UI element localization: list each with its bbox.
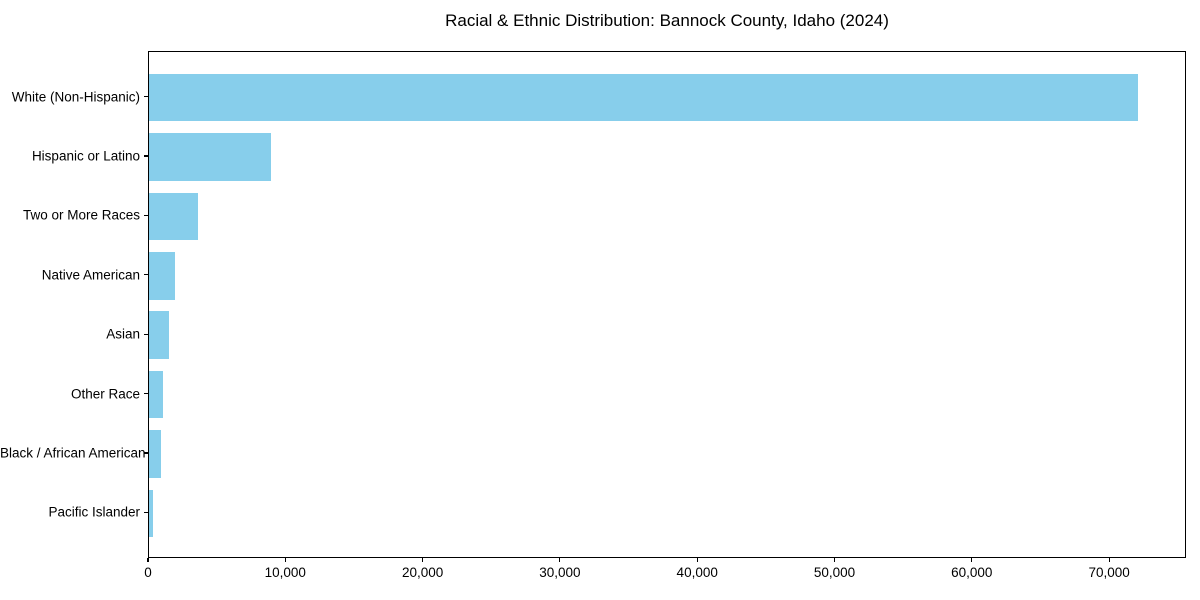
- y-tick-label: Asian: [106, 326, 140, 342]
- y-axis-tick: [144, 96, 148, 98]
- x-tick-label: 40,000: [676, 565, 718, 580]
- y-axis-tick: [144, 333, 148, 335]
- x-axis-tick: [422, 558, 424, 562]
- y-tick-label: Two or More Races: [22, 207, 140, 223]
- x-tick-label: 50,000: [813, 565, 856, 580]
- x-axis-tick: [284, 558, 286, 562]
- x-axis-tick: [696, 558, 698, 562]
- y-axis-tick: [144, 511, 148, 513]
- bar: [149, 252, 176, 300]
- x-tick-label: 10,000: [264, 565, 306, 580]
- y-axis-tick: [144, 214, 148, 217]
- bar: [149, 430, 162, 478]
- y-axis-tick: [144, 155, 148, 157]
- x-tick-label: 60,000: [951, 565, 993, 580]
- y-tick-label: Hispanic or Latino: [31, 148, 140, 164]
- chart-title: Racial & Ethnic Distribution: Bannock Co…: [445, 11, 889, 30]
- x-axis-tick: [833, 558, 836, 562]
- y-axis-tick: [144, 452, 148, 454]
- x-tick-label: 70,000: [1088, 565, 1130, 580]
- x-axis-tick: [1108, 558, 1110, 562]
- bar: [149, 370, 163, 419]
- bar: [149, 311, 169, 359]
- y-tick-label: White (Non-Hispanic): [11, 89, 140, 105]
- y-axis-tick: [144, 392, 148, 395]
- y-tick-label: Pacific Islander: [48, 504, 140, 520]
- bar: [149, 192, 199, 241]
- plot-area: [148, 51, 1186, 558]
- bar: [149, 489, 154, 538]
- bar: [149, 73, 1138, 122]
- x-axis-tick: [971, 558, 973, 562]
- y-axis-tick: [144, 274, 148, 276]
- y-tick-label: Other Race: [70, 386, 140, 402]
- bar: [149, 133, 272, 181]
- x-tick-label: 30,000: [539, 565, 581, 580]
- x-tick-label: 0: [144, 565, 152, 580]
- x-tick-label: 20,000: [401, 565, 444, 580]
- y-tick-label: Native American: [41, 267, 140, 283]
- x-axis-tick: [559, 558, 561, 562]
- x-axis-tick: [147, 558, 149, 562]
- y-tick-label: Black / African American: [0, 445, 146, 461]
